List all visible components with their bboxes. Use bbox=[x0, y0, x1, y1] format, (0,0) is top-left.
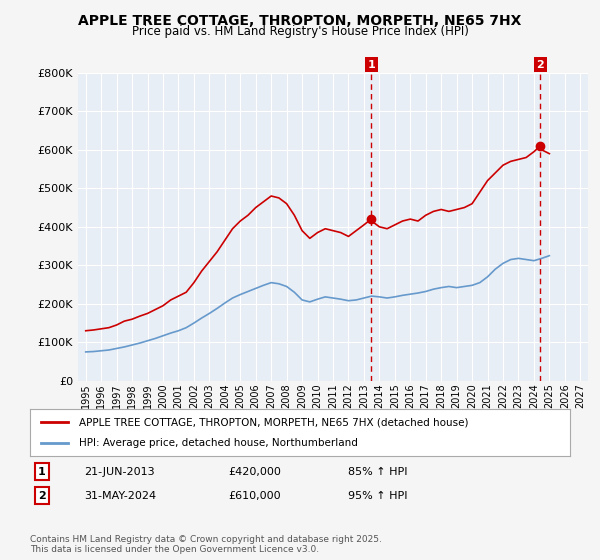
Text: Price paid vs. HM Land Registry's House Price Index (HPI): Price paid vs. HM Land Registry's House … bbox=[131, 25, 469, 38]
Text: Contains HM Land Registry data © Crown copyright and database right 2025.
This d: Contains HM Land Registry data © Crown c… bbox=[30, 535, 382, 554]
Text: 95% ↑ HPI: 95% ↑ HPI bbox=[348, 491, 407, 501]
Text: APPLE TREE COTTAGE, THROPTON, MORPETH, NE65 7HX: APPLE TREE COTTAGE, THROPTON, MORPETH, N… bbox=[79, 14, 521, 28]
Text: 2: 2 bbox=[536, 60, 544, 69]
Text: 1: 1 bbox=[38, 466, 46, 477]
Text: APPLE TREE COTTAGE, THROPTON, MORPETH, NE65 7HX (detached house): APPLE TREE COTTAGE, THROPTON, MORPETH, N… bbox=[79, 417, 468, 427]
Text: 21-JUN-2013: 21-JUN-2013 bbox=[84, 466, 155, 477]
Text: 1: 1 bbox=[367, 60, 375, 69]
Text: 2: 2 bbox=[38, 491, 46, 501]
Text: HPI: Average price, detached house, Northumberland: HPI: Average price, detached house, Nort… bbox=[79, 438, 358, 448]
Text: £610,000: £610,000 bbox=[228, 491, 281, 501]
Text: 85% ↑ HPI: 85% ↑ HPI bbox=[348, 466, 407, 477]
Text: £420,000: £420,000 bbox=[228, 466, 281, 477]
Text: 31-MAY-2024: 31-MAY-2024 bbox=[84, 491, 156, 501]
